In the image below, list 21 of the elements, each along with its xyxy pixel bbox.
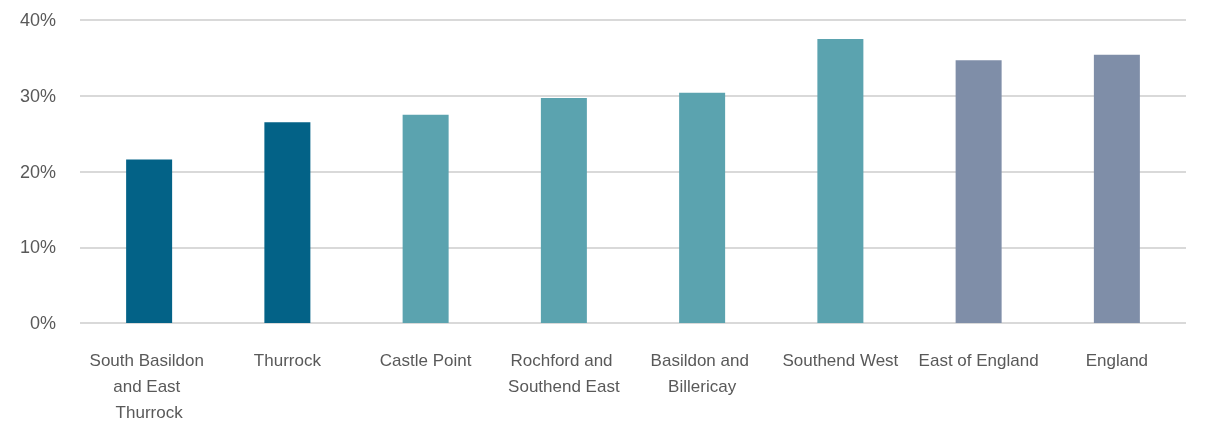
x-tick-label: South Basildon and East Thurrock <box>89 350 209 422</box>
bar <box>955 60 1002 323</box>
y-tick-label: 0% <box>29 313 56 333</box>
x-tick-label: Rochford and Southend East <box>508 350 620 396</box>
bar <box>402 114 449 323</box>
bar <box>264 122 311 323</box>
x-tick-label: East of England <box>918 350 1039 370</box>
bar <box>817 38 864 323</box>
y-tick-label: 40% <box>19 10 56 30</box>
x-tick-label: Thurrock <box>253 350 322 370</box>
y-tick-label: 30% <box>19 85 56 106</box>
x-tick-label: Southend West <box>782 350 899 370</box>
y-tick-label: 10% <box>19 237 56 258</box>
x-tick-label: Basildon and Billericay <box>650 350 754 396</box>
x-tick-label: Castle Point <box>379 350 472 370</box>
bar <box>126 159 173 323</box>
bar <box>679 92 726 323</box>
bar <box>1093 54 1140 323</box>
bar <box>540 98 587 323</box>
y-tick-label: 20% <box>19 161 56 182</box>
x-tick-label: England <box>1085 350 1149 370</box>
